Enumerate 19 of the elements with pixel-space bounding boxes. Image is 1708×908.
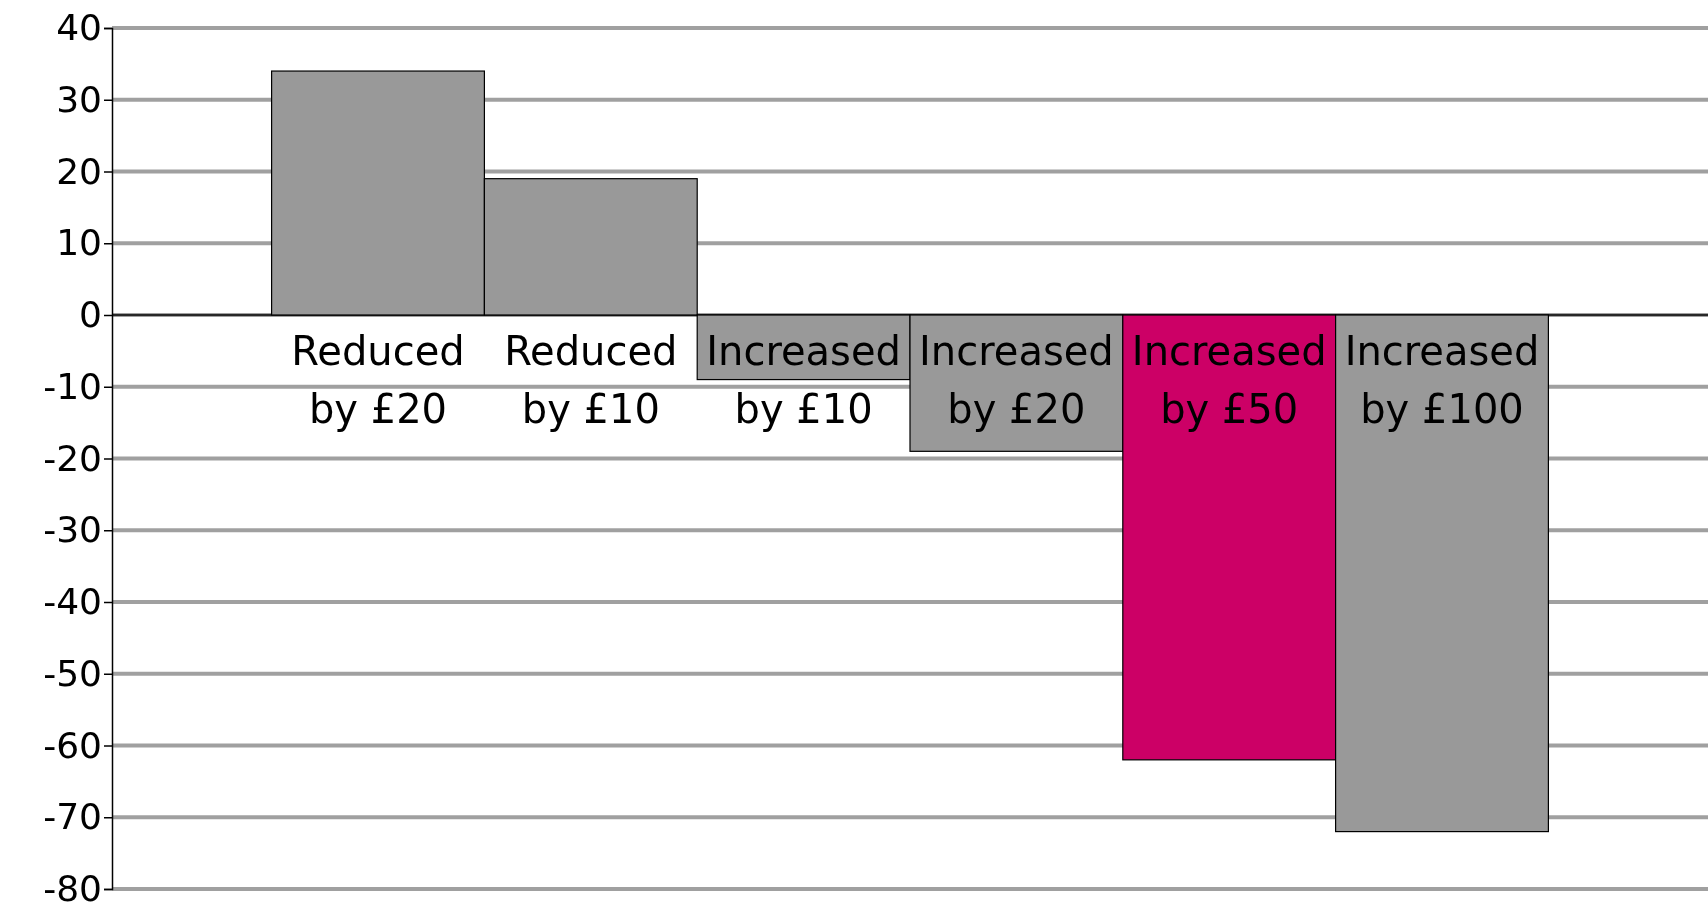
y-tick-label: -50 — [43, 652, 102, 694]
y-tick-label: -80 — [43, 868, 102, 908]
y-tick-label: -70 — [43, 796, 102, 838]
x-tick-label: Increased by £50 — [1131, 328, 1327, 432]
y-tick-label: -10 — [43, 365, 102, 407]
y-tick-label: 30 — [56, 78, 102, 120]
y-tick-label: -20 — [43, 437, 102, 479]
x-tick-label: Increased by £100 — [1344, 328, 1540, 432]
y-tick-label: -40 — [43, 581, 102, 623]
y-tick-label: -60 — [43, 724, 102, 766]
y-tick-label: 40 — [56, 7, 102, 49]
y-tick-label: 20 — [56, 150, 102, 192]
y-tick-label: -30 — [43, 509, 102, 551]
y-tick-label: 10 — [56, 222, 102, 264]
x-tick-label: Increased by £10 — [706, 328, 901, 432]
x-tick-label: Reduced by £10 — [504, 328, 678, 432]
x-tick-label: Increased by £20 — [919, 328, 1114, 432]
y-tick-label: 0 — [79, 294, 102, 336]
x-tick-label: Reduced by £20 — [291, 328, 465, 432]
